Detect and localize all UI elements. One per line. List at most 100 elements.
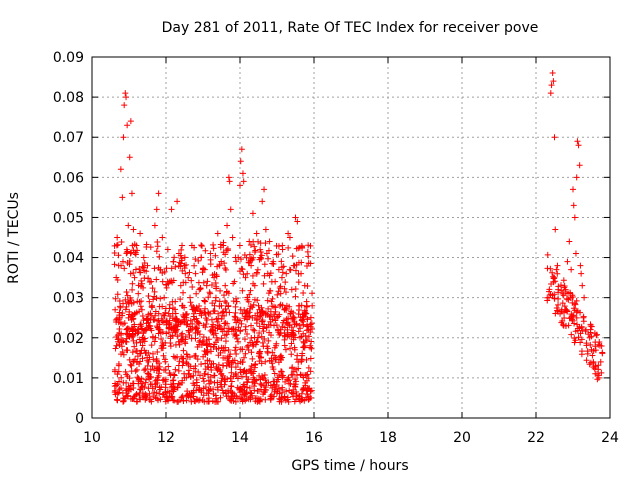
data-point [162,281,169,288]
data-point [201,348,208,355]
data-point [179,302,186,309]
data-point [281,285,288,292]
data-point [153,295,160,302]
data-point [176,341,183,348]
data-point [295,259,302,266]
data-point [569,317,576,324]
data-point [159,345,166,352]
data-point [212,294,219,301]
data-point [192,362,199,369]
data-point [141,347,148,354]
data-point [251,364,258,371]
data-point [114,234,121,241]
data-point [179,393,186,400]
data-point [277,290,284,297]
data-point [188,242,195,249]
data-point [244,270,251,277]
data-point [584,350,591,357]
data-point [213,398,220,405]
data-point [254,338,261,345]
data-point [138,325,145,332]
data-point [297,371,304,378]
data-point [227,375,234,382]
data-point [569,299,576,306]
data-point [269,303,276,310]
data-point [138,306,145,313]
data-point [261,335,268,342]
data-point [300,374,307,381]
data-point [170,371,177,378]
data-point [256,330,263,337]
data-point [133,366,140,373]
data-point [218,377,225,384]
data-point [247,241,254,248]
data-point [127,118,134,125]
data-point [185,361,192,368]
data-point [283,302,290,309]
data-point [204,363,211,370]
data-point [256,398,263,405]
data-point [547,265,554,272]
data-point [589,352,596,359]
data-point [148,278,155,285]
data-point [228,394,235,401]
data-point [242,274,249,281]
data-point [559,300,566,307]
data-point [120,397,127,404]
data-point [555,295,562,302]
data-point [265,247,272,254]
data-point [228,369,235,376]
data-point [545,294,552,301]
data-point [151,222,158,229]
data-point [295,279,302,286]
data-point [279,384,286,391]
data-point [123,249,130,256]
data-point [148,342,155,349]
data-point [307,355,314,362]
x-tick-label: 22 [527,430,545,446]
data-point [140,264,147,271]
data-point [178,255,185,262]
data-point [560,322,567,329]
data-point [594,370,601,377]
data-point [229,234,236,241]
data-point [269,349,276,356]
data-point [305,375,312,382]
data-point [135,380,142,387]
data-point [273,242,280,249]
data-point [278,264,285,271]
x-axis-label: GPS time / hours [291,458,408,474]
data-point [583,357,590,364]
data-point [222,282,229,289]
data-point [585,331,592,338]
data-point [125,222,132,229]
data-point [132,266,139,273]
data-point [298,317,305,324]
data-point [239,396,246,403]
data-point [290,390,297,397]
data-point [119,349,126,356]
data-point [140,330,147,337]
chart-title: Day 281 of 2011, Rate Of TEC Index for r… [162,20,539,36]
data-point [558,287,565,294]
data-point [238,146,245,153]
data-point [144,354,151,361]
data-point [218,344,225,351]
data-point [222,320,229,327]
data-point [268,393,275,400]
data-point [298,270,305,277]
data-point [209,397,216,404]
data-point [570,313,577,320]
data-point [558,319,565,326]
data-point [235,254,242,261]
data-point [588,323,595,330]
data-point [175,338,182,345]
data-point [171,384,178,391]
data-point [126,375,133,382]
data-point [305,326,312,333]
data-point [128,362,135,369]
data-point [204,398,211,405]
data-point [286,333,293,340]
data-point [576,162,583,169]
data-point [170,380,177,387]
